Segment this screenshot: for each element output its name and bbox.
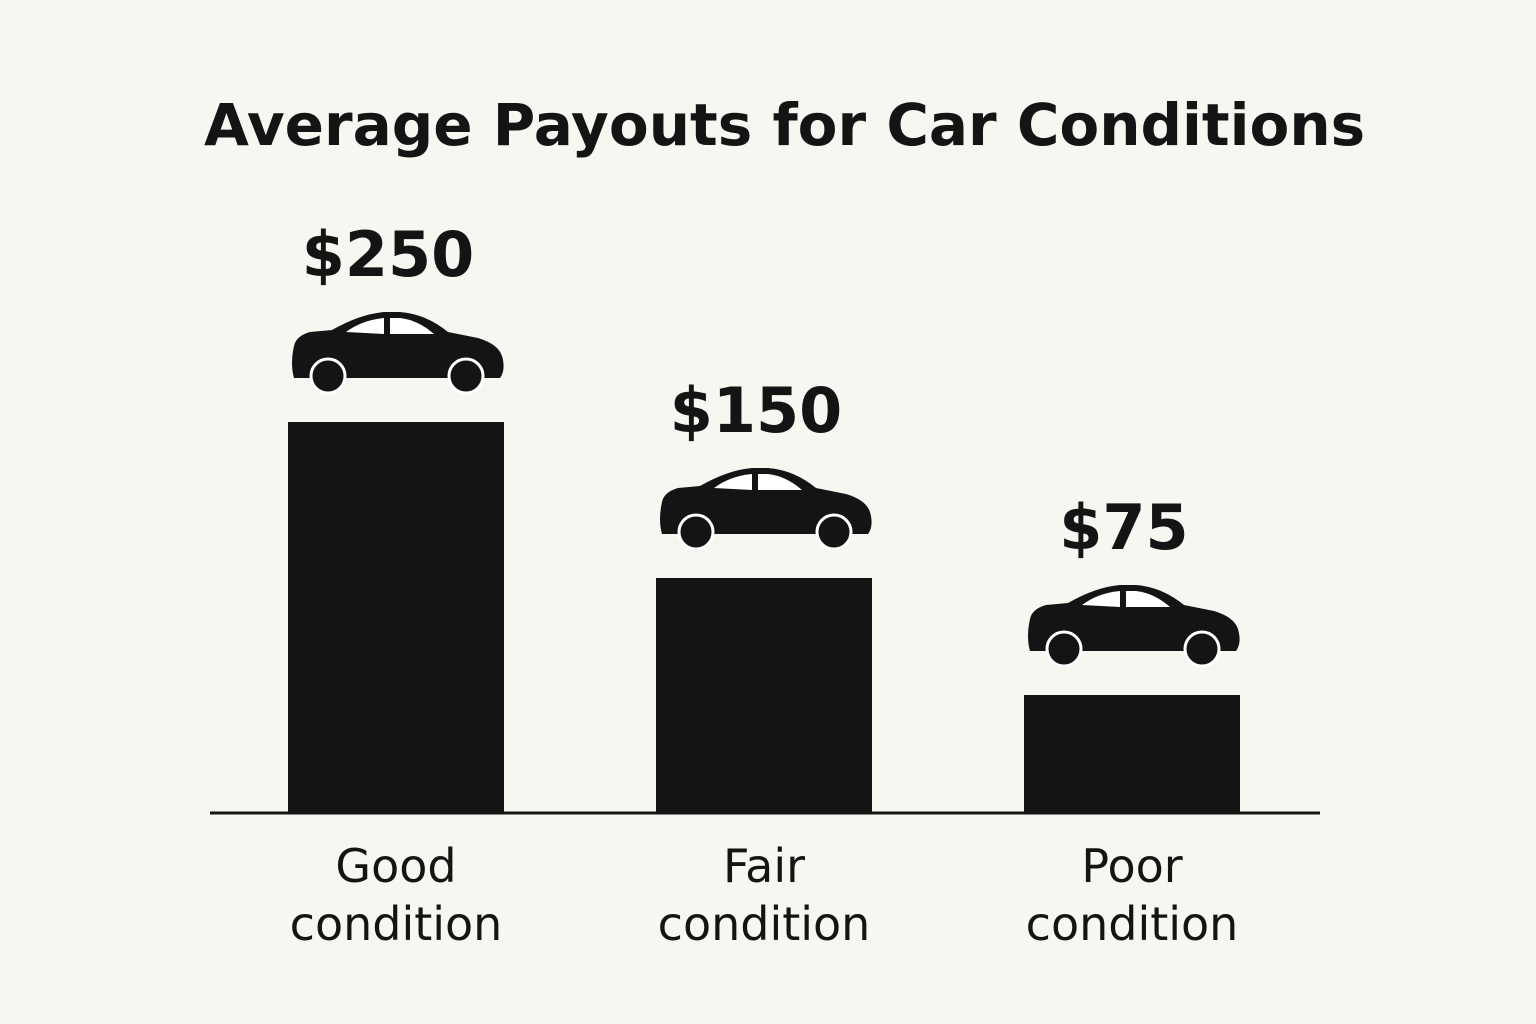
data-label: $75 bbox=[1059, 491, 1188, 564]
bar bbox=[656, 578, 872, 812]
car-icon bbox=[1028, 585, 1240, 668]
category-labels: Good condition Fair condition Poor condition bbox=[290, 839, 1239, 951]
car-icon bbox=[292, 312, 504, 395]
chart-title: Average Payouts for Car Conditions bbox=[204, 91, 1365, 159]
bars bbox=[288, 422, 1240, 812]
car-icon bbox=[660, 468, 872, 551]
data-labels: $250 $150 $75 bbox=[302, 218, 1189, 564]
category-label: Good condition bbox=[290, 839, 503, 951]
category-label: Fair condition bbox=[658, 839, 871, 951]
bar bbox=[288, 422, 504, 812]
category-label: Poor condition bbox=[1026, 839, 1239, 951]
data-label: $150 bbox=[670, 374, 843, 447]
car-icons bbox=[292, 312, 1240, 668]
data-label: $250 bbox=[302, 218, 475, 291]
bar bbox=[1024, 695, 1240, 812]
